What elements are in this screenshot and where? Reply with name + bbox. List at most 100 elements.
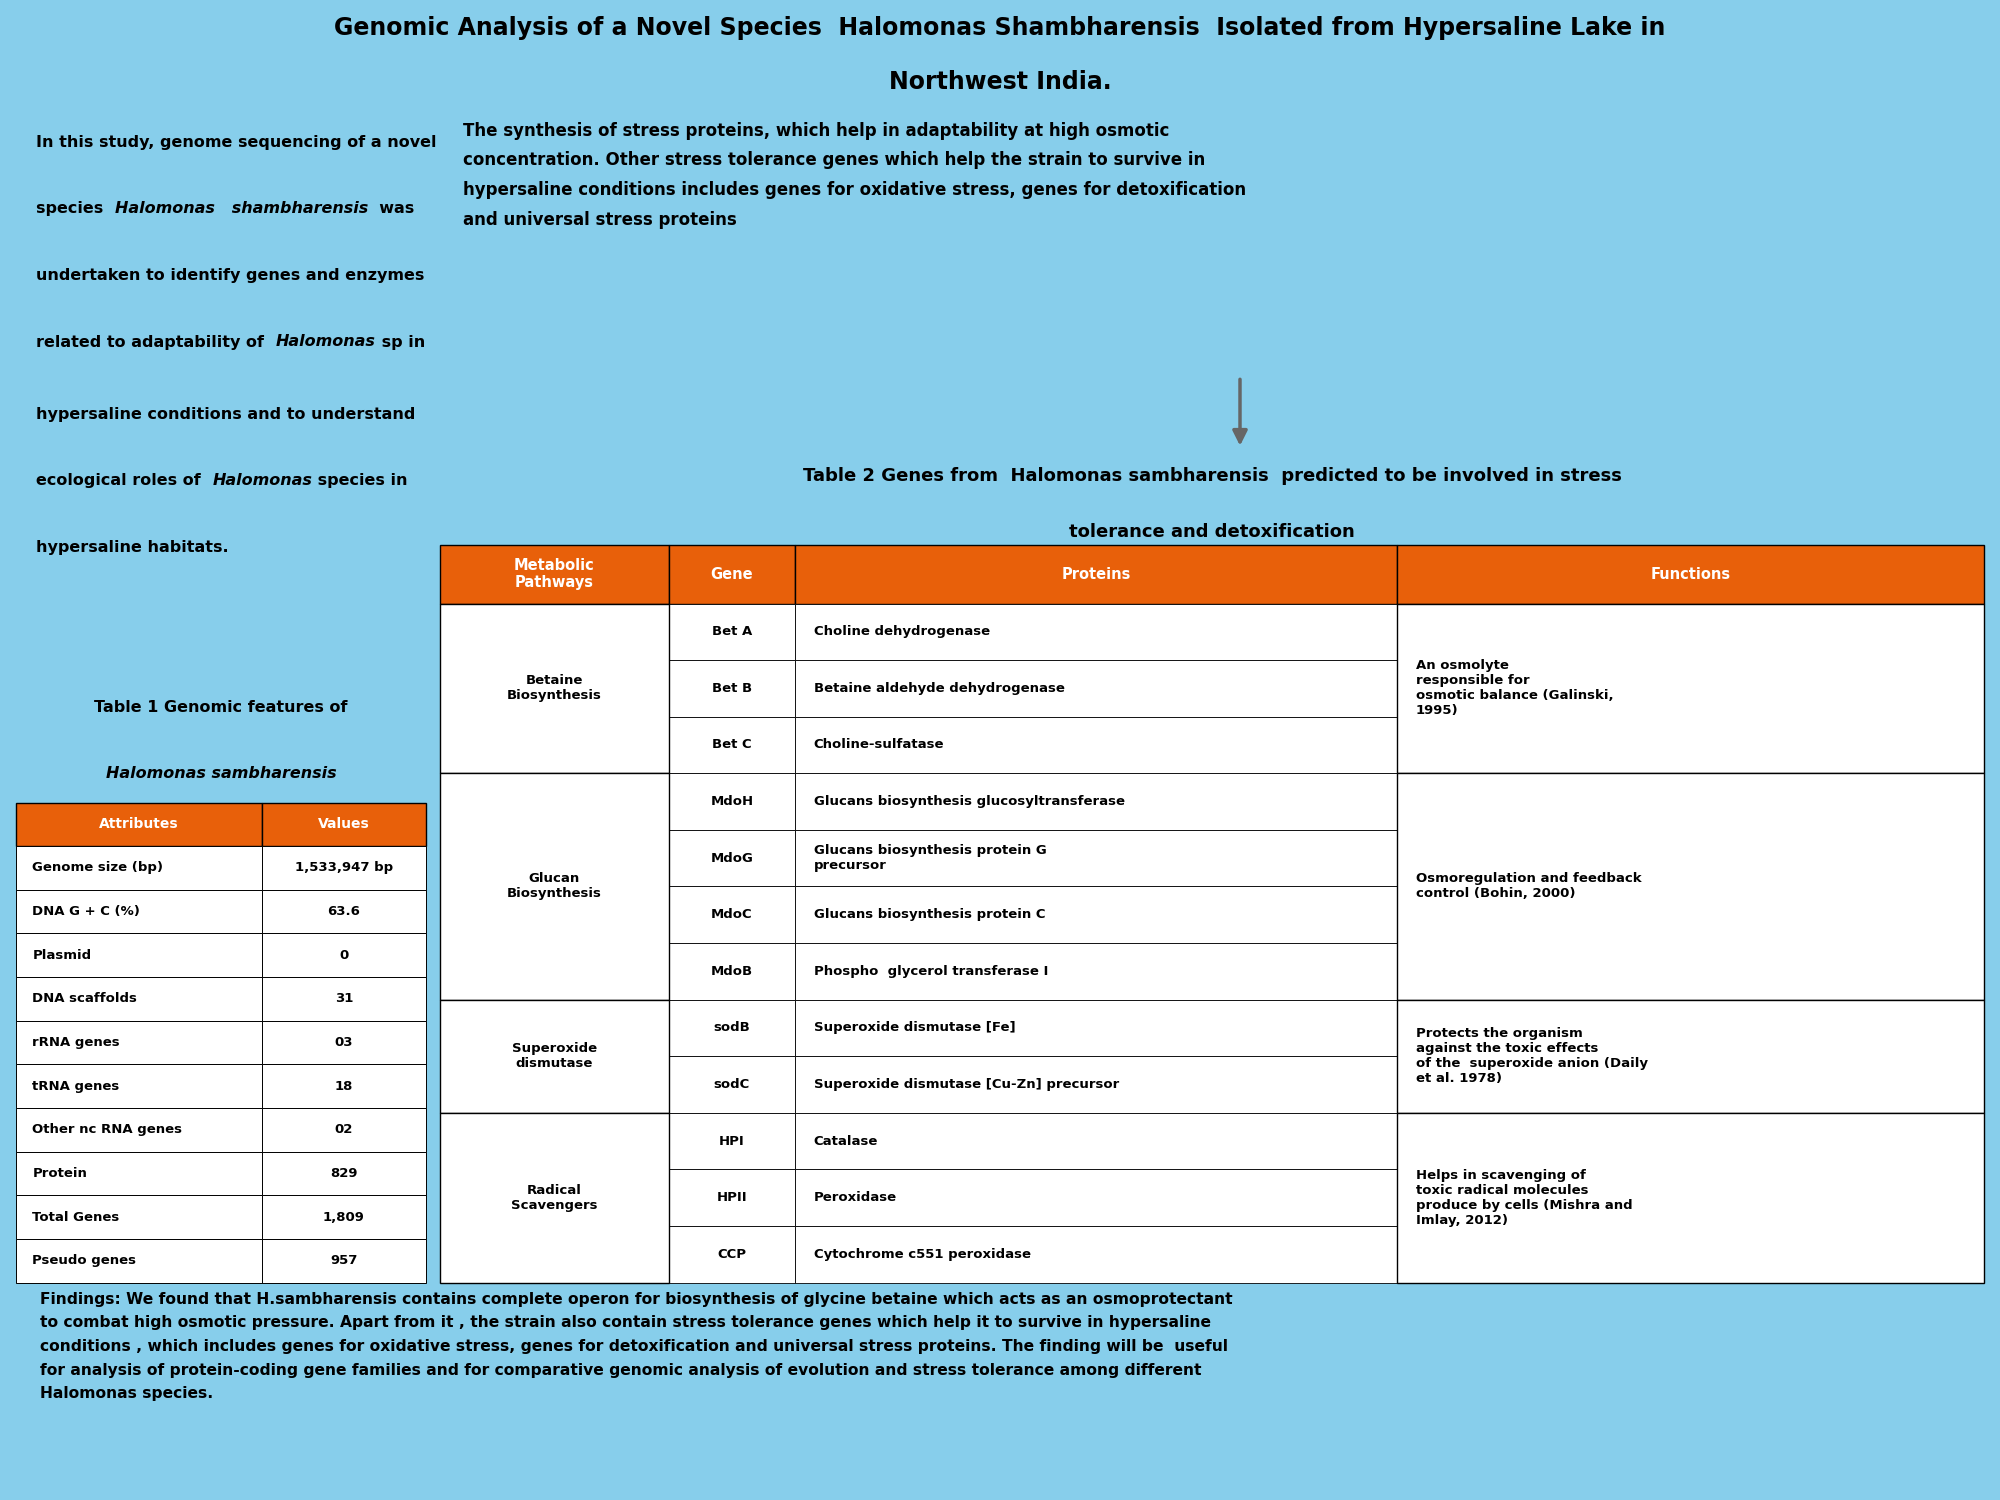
Text: Catalase: Catalase (814, 1134, 878, 1148)
Text: Glucan
Biosynthesis: Glucan Biosynthesis (506, 873, 602, 900)
Bar (1398, 774, 1984, 999)
Bar (262, 1196, 426, 1239)
Bar (262, 802, 426, 846)
Text: sodB: sodB (714, 1022, 750, 1035)
Text: The synthesis of stress proteins, which help in adaptability at high osmotic
con: The synthesis of stress proteins, which … (464, 122, 1246, 230)
Text: Values: Values (318, 818, 370, 831)
Bar (668, 544, 796, 603)
Text: Northwest India.: Northwest India. (888, 70, 1112, 94)
Bar (796, 603, 1398, 660)
Bar (1398, 999, 1984, 1113)
Bar (668, 603, 796, 660)
Bar (796, 717, 1398, 774)
Text: Table 2 Genes from  Halomonas sambharensis  predicted to be involved in stress: Table 2 Genes from Halomonas sambharensi… (802, 466, 1622, 484)
Bar (668, 1056, 796, 1113)
Bar (796, 830, 1398, 886)
Bar (796, 660, 1398, 717)
Text: In this study, genome sequencing of a novel: In this study, genome sequencing of a no… (36, 135, 436, 150)
Text: sp in: sp in (376, 334, 424, 350)
Bar (262, 933, 426, 976)
Bar (668, 1226, 796, 1282)
Bar (262, 890, 426, 933)
Bar (16, 1020, 262, 1065)
Bar (262, 1065, 426, 1108)
Bar (16, 976, 262, 1020)
Text: Genomic Analysis of a Novel Species  Halomonas Shambharensis  Isolated from Hype: Genomic Analysis of a Novel Species Halo… (334, 16, 1666, 40)
Text: Osmoregulation and feedback
control (Bohin, 2000): Osmoregulation and feedback control (Boh… (1416, 873, 1642, 900)
Text: 957: 957 (330, 1254, 358, 1268)
Text: Protects the organism
against the toxic effects
of the  superoxide anion (Daily
: Protects the organism against the toxic … (1416, 1028, 1648, 1084)
Bar (796, 1113, 1398, 1170)
Bar (16, 802, 262, 846)
Bar (796, 999, 1398, 1056)
Text: Superoxide
dismutase: Superoxide dismutase (512, 1042, 596, 1070)
Bar (16, 1108, 262, 1152)
Text: Bet A: Bet A (712, 626, 752, 639)
Text: tolerance and detoxification: tolerance and detoxification (1070, 524, 1354, 542)
Bar (440, 999, 668, 1113)
Text: 829: 829 (330, 1167, 358, 1180)
Text: Helps in scavenging of
toxic radical molecules
produce by cells (Mishra and
Imla: Helps in scavenging of toxic radical mol… (1416, 1168, 1632, 1227)
Text: Glucans biosynthesis protein C: Glucans biosynthesis protein C (814, 908, 1046, 921)
Text: Gene: Gene (710, 567, 754, 582)
Text: Phospho  glycerol transferase I: Phospho glycerol transferase I (814, 964, 1048, 978)
Bar (262, 846, 426, 889)
Bar (668, 886, 796, 944)
Bar (796, 544, 1398, 603)
Text: Attributes: Attributes (100, 818, 178, 831)
Text: MdoH: MdoH (710, 795, 754, 808)
Text: Pseudo genes: Pseudo genes (32, 1254, 136, 1268)
Text: HPII: HPII (716, 1191, 748, 1204)
Bar (16, 1196, 262, 1239)
Bar (796, 886, 1398, 944)
Bar (440, 544, 668, 603)
Bar (796, 944, 1398, 999)
Text: Other nc RNA genes: Other nc RNA genes (32, 1124, 182, 1137)
Text: DNA G + C (%): DNA G + C (%) (32, 904, 140, 918)
Bar (668, 660, 796, 717)
Text: 1,533,947 bp: 1,533,947 bp (294, 861, 394, 874)
Bar (440, 1113, 668, 1282)
Bar (262, 1020, 426, 1065)
Bar (440, 603, 668, 774)
Bar (1398, 1113, 1984, 1282)
Text: undertaken to identify genes and enzymes: undertaken to identify genes and enzymes (36, 268, 424, 284)
Text: 31: 31 (334, 993, 354, 1005)
Bar (796, 1226, 1398, 1282)
Bar (796, 1056, 1398, 1113)
Text: 18: 18 (334, 1080, 354, 1092)
Text: Superoxide dismutase [Fe]: Superoxide dismutase [Fe] (814, 1022, 1016, 1035)
Bar (16, 1152, 262, 1196)
Text: Protein: Protein (32, 1167, 88, 1180)
Bar (668, 830, 796, 886)
Text: DNA scaffolds: DNA scaffolds (32, 993, 138, 1005)
Text: 02: 02 (334, 1124, 354, 1137)
Text: Choline-sulfatase: Choline-sulfatase (814, 738, 944, 752)
Text: Glucans biosynthesis protein G
precursor: Glucans biosynthesis protein G precursor (814, 844, 1046, 871)
Text: 63.6: 63.6 (328, 904, 360, 918)
Text: Bet C: Bet C (712, 738, 752, 752)
Bar (796, 774, 1398, 830)
Bar (262, 1152, 426, 1196)
Text: Halomonas: Halomonas (212, 474, 312, 489)
Text: sodC: sodC (714, 1078, 750, 1090)
Bar (262, 976, 426, 1020)
Text: 1,809: 1,809 (324, 1210, 364, 1224)
Bar (668, 717, 796, 774)
Text: hypersaline conditions and to understand: hypersaline conditions and to understand (36, 406, 416, 422)
Bar (16, 1065, 262, 1108)
Text: MdoC: MdoC (712, 908, 752, 921)
Text: Findings: We found that H.sambharensis contains complete operon for biosynthesis: Findings: We found that H.sambharensis c… (40, 1292, 1232, 1401)
Text: HPI: HPI (718, 1134, 744, 1148)
Text: CCP: CCP (718, 1248, 746, 1260)
Text: Betaine
Biosynthesis: Betaine Biosynthesis (506, 675, 602, 702)
Text: was: was (368, 201, 414, 216)
Text: species: species (36, 201, 116, 216)
Text: Genome size (bp): Genome size (bp) (32, 861, 164, 874)
Text: 0: 0 (340, 948, 348, 962)
Bar (16, 933, 262, 976)
Text: Halomonas sambharensis: Halomonas sambharensis (106, 766, 336, 782)
Bar (1398, 603, 1984, 774)
Text: MdoG: MdoG (710, 852, 754, 864)
Text: An osmolyte
responsible for
osmotic balance (Galinski,
1995): An osmolyte responsible for osmotic bala… (1416, 660, 1614, 717)
